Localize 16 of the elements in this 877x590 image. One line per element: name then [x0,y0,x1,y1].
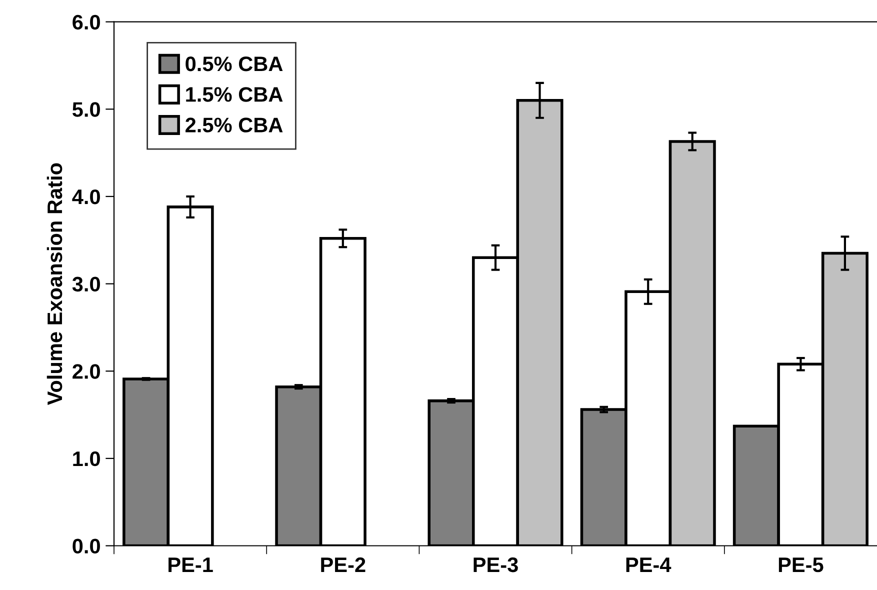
x-tick-label: PE-5 [778,558,824,572]
legend-label: 0.5% CBA [186,56,283,72]
legend-label: 1.5% CBA [186,87,283,102]
x-tick-label: PE-1 [168,558,213,572]
y-tick-label: 6.0 [72,14,100,30]
y-tick-label: 0.0 [72,538,100,554]
y-tick-label: 5.0 [72,102,100,117]
y-tick-label: 1.0 [73,451,100,466]
y-axis-title: Volume Exoansion Ratio [46,163,62,405]
x-tick-label: PE-3 [474,557,518,572]
legend-label: 2.5% CBA [186,118,283,132]
x-tick-label: PE-4 [626,558,672,572]
x-tick-label: PE-2 [321,557,366,572]
y-tick-label: 4.0 [72,189,100,204]
y-tick-label: 2.0 [72,364,100,379]
y-tick-label: 3.0 [72,276,100,292]
